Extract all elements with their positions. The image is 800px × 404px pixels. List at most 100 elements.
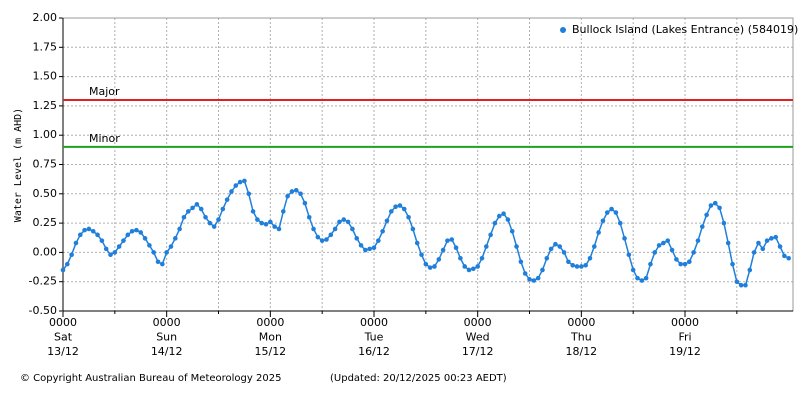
data-point: [242, 178, 247, 184]
data-point: [725, 240, 731, 246]
data-point: [738, 282, 744, 288]
x-tick-label: 17/12: [462, 345, 494, 358]
y-tick-label: 1.50: [33, 70, 58, 83]
data-point: [142, 236, 148, 241]
data-point: [367, 246, 372, 252]
data-point: [229, 189, 234, 194]
data-point: [384, 218, 390, 224]
data-point: [484, 244, 489, 249]
data-point: [544, 255, 550, 261]
data-point: [185, 209, 191, 214]
data-point: [561, 250, 567, 255]
data-point: [306, 214, 312, 220]
data-point: [553, 241, 558, 247]
data-point: [371, 245, 377, 251]
data-point: [751, 250, 757, 255]
data-point: [764, 238, 770, 243]
x-tick-label: Sat: [54, 331, 73, 344]
data-point: [293, 187, 299, 193]
data-point: [401, 206, 407, 212]
data-point: [125, 232, 131, 238]
data-point: [436, 257, 442, 262]
data-point: [246, 191, 252, 197]
data-point: [358, 243, 364, 248]
data-point: [99, 238, 105, 243]
data-point: [233, 183, 239, 188]
data-point: [786, 255, 791, 261]
data-point: [518, 259, 524, 265]
y-tick-label: -0.50: [29, 304, 57, 317]
data-point: [475, 264, 480, 269]
data-point: [341, 217, 347, 222]
x-tick-label: 15/12: [254, 345, 286, 358]
data-point: [276, 226, 282, 232]
data-point: [203, 214, 208, 220]
data-point: [695, 238, 701, 243]
data-point: [587, 255, 593, 261]
data-point: [168, 244, 174, 249]
data-point: [496, 213, 502, 219]
data-point: [332, 226, 338, 232]
data-point: [570, 262, 576, 268]
y-tick-label: 0.75: [33, 158, 58, 171]
data-point: [708, 203, 714, 208]
data-point: [220, 206, 226, 212]
data-point: [440, 247, 446, 253]
x-tick-label: 0000: [153, 316, 181, 329]
data-point: [211, 224, 217, 229]
data-point: [259, 220, 264, 226]
data-point: [635, 275, 640, 281]
data-point: [548, 246, 554, 252]
data-point: [173, 236, 178, 241]
y-tick-label: 1.00: [33, 128, 58, 141]
data-point: [302, 200, 308, 206]
data-point: [198, 206, 204, 212]
data-point: [224, 197, 230, 202]
data-point: [69, 252, 74, 258]
data-point: [609, 206, 614, 212]
data-point: [337, 219, 342, 225]
data-point: [674, 257, 679, 262]
y-tick-label: -0.25: [29, 275, 57, 288]
data-point: [272, 224, 277, 229]
data-point: [777, 244, 783, 249]
data-point: [280, 209, 286, 214]
x-tick-label: 16/12: [358, 345, 390, 358]
data-point: [471, 266, 476, 272]
data-point: [354, 236, 360, 241]
data-point: [419, 252, 424, 258]
data-point: [345, 219, 351, 225]
data-point: [691, 250, 696, 255]
data-point: [311, 226, 316, 232]
data-point: [116, 244, 122, 249]
data-point: [566, 259, 571, 265]
legend-label: Bullock Island (Lakes Entrance) (584019): [572, 23, 798, 36]
data-point: [263, 221, 269, 227]
data-point: [324, 237, 329, 242]
data-point: [617, 220, 623, 226]
data-point: [77, 232, 83, 238]
data-point: [315, 234, 321, 240]
x-tick-label: Fri: [678, 331, 691, 344]
data-point: [268, 219, 273, 225]
data-point: [743, 282, 748, 288]
data-point: [592, 244, 597, 249]
data-point: [129, 229, 135, 234]
x-tick-label: 0000: [464, 316, 492, 329]
data-point: [164, 250, 169, 255]
data-point: [177, 226, 182, 232]
data-point: [466, 267, 472, 273]
data-point: [237, 179, 243, 185]
x-tick-label: Mon: [259, 331, 282, 344]
data-point: [721, 220, 727, 226]
x-tick-label: 14/12: [151, 345, 183, 358]
x-tick-label: 13/12: [47, 345, 79, 358]
y-tick-label: 2.00: [33, 11, 58, 24]
data-point: [509, 229, 515, 234]
data-point: [630, 267, 636, 273]
x-tick-label: 0000: [256, 316, 284, 329]
x-tick-label: 0000: [567, 316, 595, 329]
data-point: [458, 255, 463, 261]
data-point: [488, 232, 493, 238]
data-point: [622, 236, 627, 241]
